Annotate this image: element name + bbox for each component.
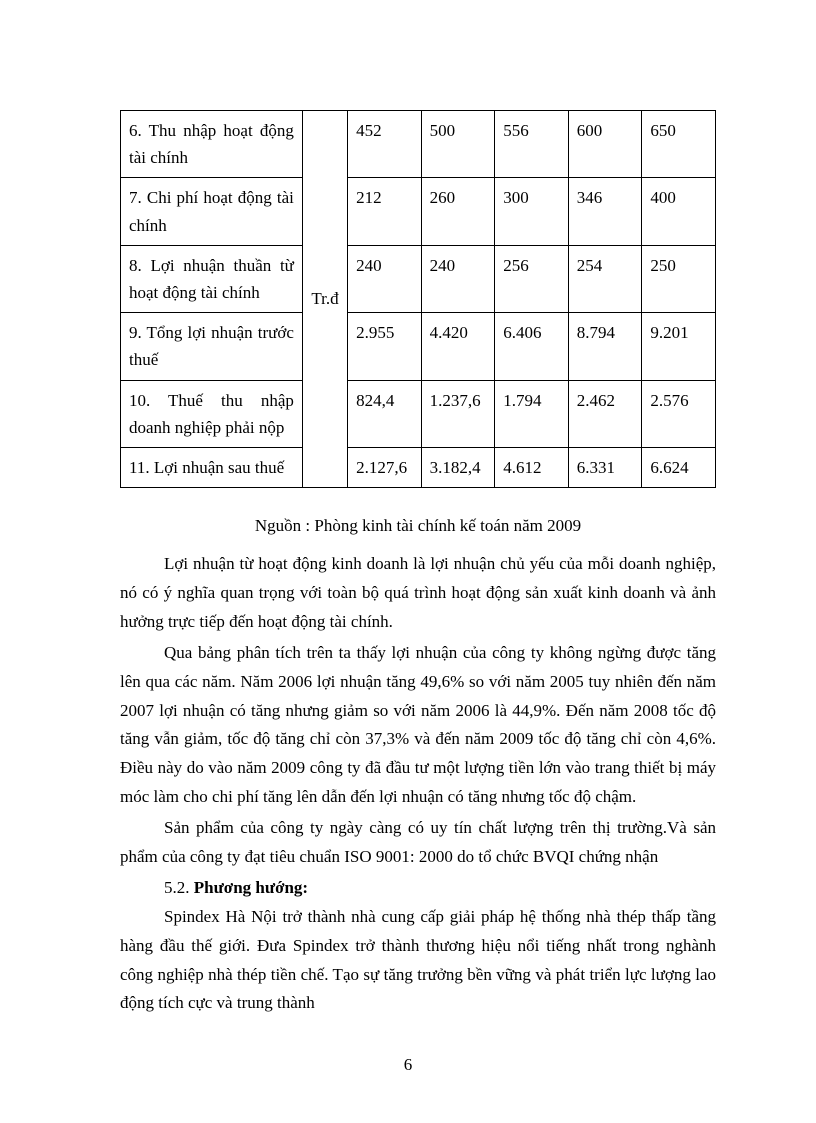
table-row: 11. Lợi nhuận sau thuế 2.127,6 3.182,4 4…: [121, 447, 716, 487]
cell: 260: [421, 178, 495, 245]
row-label: 9. Tổng lợi nhuận trước thuế: [121, 313, 303, 380]
cell: 9.201: [642, 313, 716, 380]
cell: 300: [495, 178, 569, 245]
cell: 650: [642, 111, 716, 178]
section-title: Phương hướng:: [194, 878, 308, 897]
cell: 240: [421, 245, 495, 312]
cell: 240: [348, 245, 422, 312]
cell: 4.420: [421, 313, 495, 380]
row-label: 7. Chi phí hoạt động tài chính: [121, 178, 303, 245]
cell: 3.182,4: [421, 447, 495, 487]
cell: 8.794: [568, 313, 642, 380]
cell: 250: [642, 245, 716, 312]
row-label: 10. Thuế thu nhập doanh nghiệp phải nộp: [121, 380, 303, 447]
table-row: 7. Chi phí hoạt động tài chính 212 260 3…: [121, 178, 716, 245]
cell: 256: [495, 245, 569, 312]
cell: 1.237,6: [421, 380, 495, 447]
financial-table: 6. Thu nhập hoạt động tài chính Tr.đ 452…: [120, 110, 716, 488]
cell: 500: [421, 111, 495, 178]
source-text: Nguồn : Phòng kinh tài chính kế toán năm…: [120, 516, 716, 536]
table-row: 8. Lợi nhuận thuần từ hoạt động tài chín…: [121, 245, 716, 312]
paragraph: Lợi nhuận từ hoạt động kinh doanh là lợi…: [120, 550, 716, 637]
cell: 6.624: [642, 447, 716, 487]
cell: 1.794: [495, 380, 569, 447]
cell: 556: [495, 111, 569, 178]
cell: 824,4: [348, 380, 422, 447]
table-row: 6. Thu nhập hoạt động tài chính Tr.đ 452…: [121, 111, 716, 178]
row-label: 11. Lợi nhuận sau thuế: [121, 447, 303, 487]
cell: 212: [348, 178, 422, 245]
cell: 2.462: [568, 380, 642, 447]
unit-cell: Tr.đ: [302, 111, 347, 488]
cell: 254: [568, 245, 642, 312]
cell: 2.576: [642, 380, 716, 447]
cell: 400: [642, 178, 716, 245]
cell: 346: [568, 178, 642, 245]
cell: 6.406: [495, 313, 569, 380]
row-label: 8. Lợi nhuận thuần từ hoạt động tài chín…: [121, 245, 303, 312]
cell: 4.612: [495, 447, 569, 487]
cell: 452: [348, 111, 422, 178]
paragraph: Qua bảng phân tích trên ta thấy lợi nhuậ…: [120, 639, 716, 812]
paragraph: Sản phẩm của công ty ngày càng có uy tín…: [120, 814, 716, 872]
cell: 600: [568, 111, 642, 178]
cell: 2.955: [348, 313, 422, 380]
row-label: 6. Thu nhập hoạt động tài chính: [121, 111, 303, 178]
cell: 6.331: [568, 447, 642, 487]
table-row: 9. Tổng lợi nhuận trước thuế 2.955 4.420…: [121, 313, 716, 380]
table-row: 10. Thuế thu nhập doanh nghiệp phải nộp …: [121, 380, 716, 447]
section-number: 5.2.: [164, 878, 190, 897]
page-number: 6: [0, 1055, 816, 1075]
section-heading: 5.2. Phương hướng:: [120, 874, 716, 903]
paragraph: Spindex Hà Nội trở thành nhà cung cấp gi…: [120, 903, 716, 1019]
cell: 2.127,6: [348, 447, 422, 487]
